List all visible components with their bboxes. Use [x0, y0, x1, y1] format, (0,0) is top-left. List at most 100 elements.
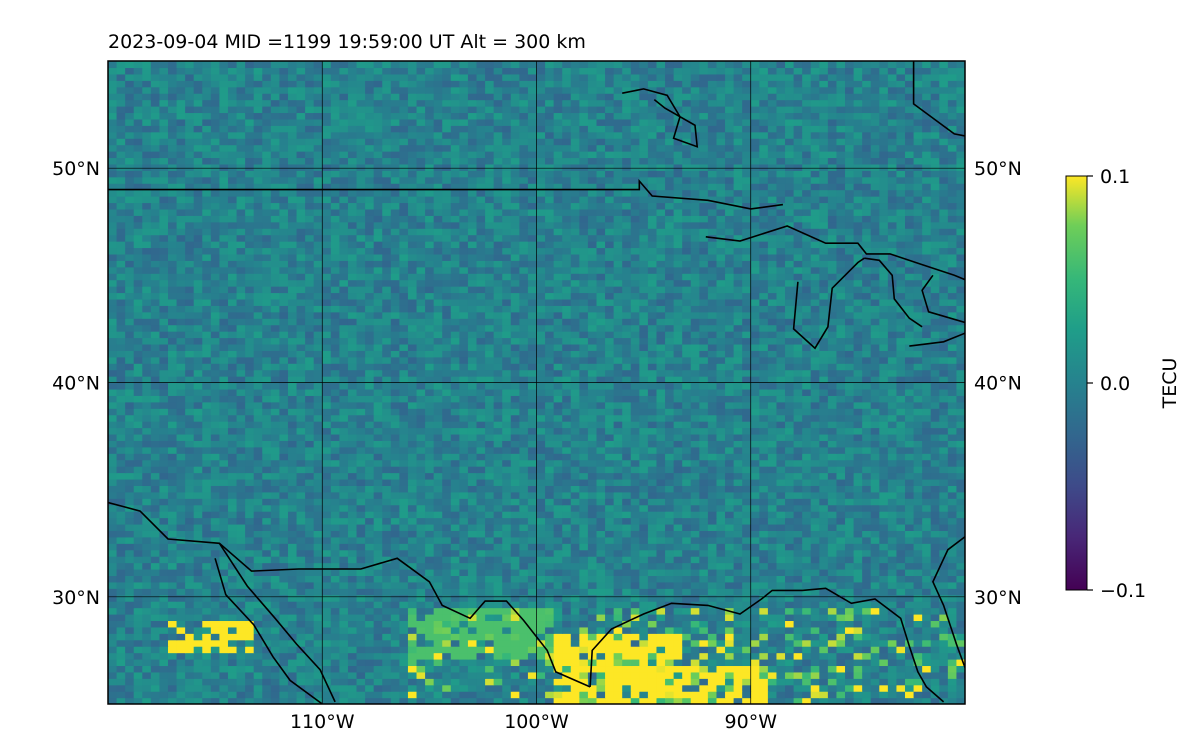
tec-cell: [579, 401, 589, 409]
tec-cell: [125, 433, 135, 441]
tec-cell: [630, 523, 640, 531]
tec-cell: [870, 626, 880, 634]
tec-cell: [407, 401, 418, 409]
tec-cell: [467, 453, 478, 461]
tec-cell: [193, 549, 203, 557]
tec-cell: [142, 684, 152, 692]
tec-cell: [442, 530, 452, 538]
tec-cell: [896, 511, 906, 519]
tec-cell: [142, 620, 152, 628]
tec-cell: [810, 408, 820, 416]
tec-cell: [502, 626, 512, 634]
tec-cell: [536, 594, 546, 602]
tec-cell: [476, 671, 486, 679]
tec-cell: [185, 588, 195, 596]
tec-cell: [450, 504, 460, 512]
tec-cell: [673, 491, 683, 499]
tec-cell: [682, 414, 692, 422]
tec-cell: [742, 408, 752, 416]
tec-cell: [545, 665, 555, 673]
tec-cell: [142, 382, 152, 390]
tec-cell: [176, 401, 186, 409]
tec-cell: [193, 523, 203, 531]
tec-cell: [227, 691, 238, 699]
tec-cell: [322, 382, 332, 390]
tec-cell: [373, 478, 383, 486]
tec-cell: [545, 607, 555, 615]
tec-cell: [485, 626, 495, 634]
tec-cell: [947, 658, 958, 667]
tec-cell: [150, 511, 161, 519]
tec-cell: [947, 478, 958, 486]
tec-cell: [939, 408, 949, 416]
tec-cell: [142, 485, 152, 493]
tec-cell: [819, 453, 829, 461]
tec-cell: [330, 665, 340, 673]
tec-cell: [476, 388, 486, 396]
tec-cell: [442, 639, 452, 647]
tec-cell: [802, 433, 812, 441]
tec-cell: [725, 575, 735, 583]
tec-cell: [905, 517, 915, 525]
tec-cell: [836, 401, 846, 409]
tec-cell: [313, 575, 323, 583]
tec-cell: [322, 639, 332, 647]
tec-cell: [399, 466, 409, 474]
tec-cell: [930, 511, 940, 519]
tec-cell: [485, 395, 495, 403]
tec-cell: [227, 517, 238, 525]
tec-cell: [905, 395, 915, 403]
tec-cell: [690, 671, 700, 679]
tec-cell: [279, 658, 289, 667]
tec-cell: [870, 562, 880, 570]
tec-cell: [159, 478, 169, 486]
tec-cell: [639, 491, 649, 499]
tec-cell: [570, 549, 580, 557]
tec-cell: [322, 498, 332, 506]
tec-cell: [853, 665, 863, 673]
tec-cell: [767, 562, 778, 570]
tec-cell: [905, 562, 915, 570]
tec-cell: [767, 395, 778, 403]
tec-cell: [459, 478, 469, 486]
tec-cell: [442, 575, 452, 583]
tec-cell: [442, 536, 452, 544]
tec-cell: [219, 433, 229, 441]
tec-cell: [407, 613, 418, 622]
tec-cell: [707, 697, 718, 704]
tec-cell: [108, 511, 118, 519]
tec-cell: [716, 594, 726, 602]
tec-cell: [296, 401, 306, 409]
tec-cell: [562, 446, 572, 454]
tec-cell: [647, 511, 658, 519]
tec-cell: [467, 665, 478, 673]
tec-cell: [613, 556, 623, 564]
tec-cell: [287, 459, 298, 467]
tec-cell: [133, 658, 143, 667]
tec-cell: [733, 395, 743, 403]
tec-cell: [742, 549, 752, 557]
tec-cell: [682, 652, 692, 660]
tec-cell: [193, 504, 203, 512]
tec-cell: [810, 581, 820, 589]
tec-cell: [656, 607, 666, 615]
tec-cell: [202, 588, 212, 596]
tec-cell: [862, 665, 872, 673]
tec-cell: [682, 658, 692, 667]
tec-cell: [322, 646, 332, 654]
tec-cell: [347, 427, 358, 435]
tec-cell: [947, 691, 958, 699]
tec-cell: [947, 414, 958, 422]
tec-cell: [742, 607, 752, 615]
tec-cell: [810, 523, 820, 531]
tec-cell: [639, 575, 649, 583]
tec-cell: [896, 543, 906, 551]
tec-cell: [382, 678, 392, 686]
tec-cell: [476, 556, 486, 564]
tec-cell: [716, 607, 726, 615]
tec-cell: [690, 440, 700, 448]
tec-cell: [287, 504, 298, 512]
tec-cell: [682, 472, 692, 480]
tec-cell: [870, 665, 880, 673]
tec-cell: [647, 581, 658, 589]
